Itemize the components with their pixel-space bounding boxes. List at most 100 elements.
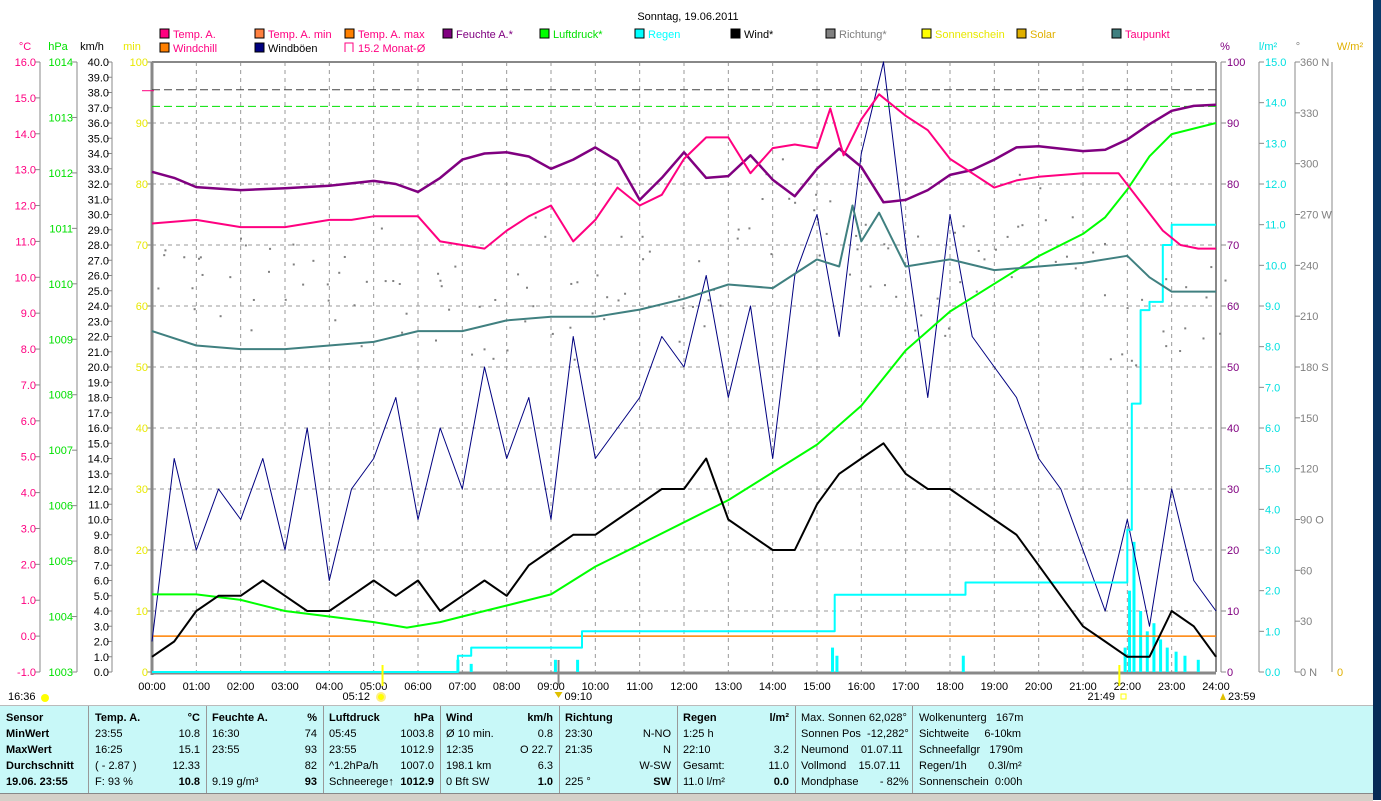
rain-bar — [1174, 651, 1178, 672]
cell-value: 11.0 — [768, 760, 789, 772]
direction-point — [312, 259, 315, 262]
cell-time: 23:30 — [565, 728, 593, 740]
rain-bar — [469, 663, 473, 672]
axis-unit-rain: l/m² — [1259, 41, 1278, 53]
direction-point — [641, 235, 644, 238]
axis-label-wind: 32.0 — [88, 179, 109, 191]
legend-swatch — [1111, 28, 1122, 39]
direction-point — [392, 280, 395, 283]
direction-point — [570, 282, 573, 285]
col-header: Feuchte A. — [212, 712, 268, 724]
direction-point — [478, 305, 481, 308]
cell-value: 6.3 — [537, 760, 553, 772]
legend-item: Feuchte A.* — [456, 29, 514, 41]
axis-label-wind: 19.0 — [88, 377, 109, 389]
sun-info: Sonnen Pos -12,282° — [801, 728, 909, 740]
direction-point — [648, 250, 651, 253]
direction-point — [1126, 307, 1129, 310]
axis-label-wind: 5.0 — [94, 591, 109, 603]
direction-point — [1141, 298, 1144, 301]
cell-time: Schneerege↑ — [329, 776, 394, 788]
direction-point — [573, 358, 576, 361]
axis-label-temp: 5.0 — [21, 452, 36, 464]
axis-label-wind: 3.0 — [94, 621, 109, 633]
direction-point — [365, 280, 368, 283]
axis-label-wind: 27.0 — [88, 255, 109, 267]
x-tick-label: 05:00 — [360, 681, 388, 693]
col-unit: °C — [187, 712, 200, 724]
axis-label-pressure: 1005 — [49, 556, 73, 568]
direction-point — [883, 243, 886, 246]
direction-point — [569, 326, 572, 329]
axis-label-wind: 28.0 — [88, 240, 109, 252]
axis-label-wind: 38.0 — [88, 88, 109, 100]
rain-bar — [1123, 647, 1127, 672]
axis-label-rain: 12.0 — [1265, 179, 1286, 191]
axis-label-direction: 90 O — [1300, 515, 1324, 527]
axis-label-humidity: 30 — [1227, 484, 1239, 496]
axis-unit-wind: km/h — [80, 41, 104, 53]
direction-point — [1044, 219, 1047, 222]
direction-point — [813, 209, 816, 212]
axis-label-sun_min: 60 — [136, 301, 148, 313]
cell-time: Ø 10 min. — [446, 728, 494, 740]
moon-icon — [41, 694, 49, 702]
axis-label-pressure: 1003 — [49, 667, 73, 679]
axis-label-wind: 31.0 — [88, 194, 109, 206]
direction-point — [864, 223, 867, 226]
axis-label-sun_min: 0 — [142, 667, 148, 679]
x-tick-label: 24:00 — [1202, 681, 1230, 693]
x-tick-label: 18:00 — [936, 681, 964, 693]
series-luftdruck- — [152, 122, 1217, 629]
moon-info: Vollmond 15.07.11 — [801, 760, 901, 772]
direction-point — [1130, 359, 1133, 362]
legend-swatch — [254, 42, 265, 53]
axis-label-rain: 8.0 — [1265, 342, 1280, 354]
direction-point — [1205, 296, 1208, 299]
cell-time: 225 ° — [565, 776, 591, 788]
direction-point — [781, 158, 784, 161]
sunset-time: 21:49 — [1087, 691, 1115, 703]
axis-label-wind: 0.0 — [94, 667, 109, 679]
legend-swatch — [634, 28, 645, 39]
direction-point — [252, 298, 255, 301]
cell-value: 1007.0 — [400, 760, 434, 772]
direction-point — [770, 253, 773, 256]
direction-point — [703, 325, 706, 328]
status-bar — [0, 793, 1373, 801]
direction-point — [962, 225, 965, 228]
legend-item: Temp. A. min — [268, 29, 332, 41]
direction-point — [920, 314, 923, 317]
direction-point — [1071, 216, 1074, 219]
col-unit: hPa — [413, 712, 434, 724]
x-tick-label: 22:00 — [1114, 681, 1142, 693]
rain-bar — [576, 659, 580, 672]
rain-bar — [1132, 541, 1136, 672]
cell-time: 16:25 — [95, 744, 123, 756]
axis-label-direction: 60 — [1300, 565, 1312, 577]
direction-point — [736, 237, 739, 240]
series-feuchte-a- — [151, 103, 1217, 204]
direction-point — [1236, 303, 1239, 306]
cell-time: ^1.2hPa/h — [329, 760, 379, 772]
axis-label-direction: 240 — [1300, 260, 1318, 272]
cell-value: 0.8 — [537, 728, 553, 740]
axis-label-wind: 33.0 — [88, 164, 109, 176]
axis-label-temp: 10.0 — [15, 272, 36, 284]
legend-swatch — [1016, 28, 1027, 39]
direction-point — [384, 280, 387, 283]
axis-label-sun_min: 10 — [136, 606, 148, 618]
axis-label-direction: 0 N — [1300, 667, 1317, 679]
axis-label-humidity: 50 — [1227, 362, 1239, 374]
legend-item: 15.2 Monat-Ø — [358, 43, 426, 55]
axis-label-rain: 5.0 — [1265, 464, 1280, 476]
axis-label-pressure: 1006 — [49, 501, 73, 513]
direction-point — [682, 307, 685, 310]
axis-label-sun_min: 30 — [136, 484, 148, 496]
axis-unit-solar: W/m² — [1337, 41, 1364, 53]
direction-point — [883, 284, 886, 287]
direction-point — [719, 304, 722, 307]
axis-label-temp: 11.0 — [15, 236, 36, 248]
axis-label-temp: 7.0 — [21, 380, 36, 392]
moon-info: Mondphase - 82% — [801, 776, 909, 788]
